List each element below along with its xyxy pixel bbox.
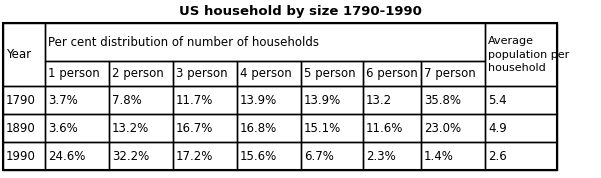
Text: 2 person: 2 person [112,67,163,80]
Bar [45,61,109,86]
Bar [485,86,557,114]
Text: 11.7%: 11.7% [176,93,213,106]
Text: 23.0%: 23.0% [424,122,461,135]
Bar [363,61,421,86]
Text: 2.3%: 2.3% [366,150,395,163]
Text: 3.6%: 3.6% [48,122,78,135]
Bar [301,86,363,114]
Text: US household by size 1790-1990: US household by size 1790-1990 [179,5,422,18]
Text: 1.4%: 1.4% [424,150,454,163]
Bar [3,114,45,142]
Bar [109,86,173,114]
Bar [301,142,363,170]
Bar [3,23,45,86]
Bar [301,61,363,86]
Bar [237,61,301,86]
Bar [301,114,363,142]
Bar [45,142,109,170]
Bar [485,23,557,86]
Text: 3 person: 3 person [176,67,228,80]
Bar [485,142,557,170]
Text: 16.7%: 16.7% [176,122,213,135]
Bar [485,114,557,142]
Bar [237,142,301,170]
Bar [109,114,173,142]
Text: 5 person: 5 person [304,67,356,80]
Text: 4 person: 4 person [240,67,291,80]
Bar [237,86,301,114]
Text: 1890: 1890 [6,122,35,135]
Bar [109,61,173,86]
Text: 3.7%: 3.7% [48,93,78,106]
Bar [3,142,45,170]
Text: Per cent distribution of number of households: Per cent distribution of number of house… [48,35,319,48]
Text: 4.9: 4.9 [488,122,507,135]
Text: 13.2: 13.2 [366,93,392,106]
Bar [173,86,237,114]
Bar [45,114,109,142]
Bar [173,142,237,170]
Bar [173,61,237,86]
Text: 7.8%: 7.8% [112,93,142,106]
Bar [109,142,173,170]
Bar [363,142,421,170]
Bar [173,114,237,142]
Text: 13.2%: 13.2% [112,122,149,135]
Text: Average
population per
household: Average population per household [488,36,569,73]
Text: 35.8%: 35.8% [424,93,461,106]
Text: Year: Year [6,48,31,61]
Bar [363,86,421,114]
Text: 32.2%: 32.2% [112,150,149,163]
Bar [3,23,557,170]
Text: 17.2%: 17.2% [176,150,213,163]
Text: 2.6: 2.6 [488,150,507,163]
Bar [421,142,485,170]
Text: 15.1%: 15.1% [304,122,341,135]
Text: 5.4: 5.4 [488,93,507,106]
Text: 6.7%: 6.7% [304,150,334,163]
Bar [237,114,301,142]
Bar [421,114,485,142]
Bar [45,86,109,114]
Text: 1 person: 1 person [48,67,100,80]
Bar [421,86,485,114]
Text: 1790: 1790 [6,93,36,106]
Text: 16.8%: 16.8% [240,122,277,135]
Text: 11.6%: 11.6% [366,122,403,135]
Text: 6 person: 6 person [366,67,418,80]
Bar [3,86,45,114]
Text: 13.9%: 13.9% [304,93,341,106]
Text: 7 person: 7 person [424,67,476,80]
Bar [421,61,485,86]
Text: 24.6%: 24.6% [48,150,85,163]
Text: 1990: 1990 [6,150,36,163]
Text: 15.6%: 15.6% [240,150,277,163]
Text: 13.9%: 13.9% [240,93,277,106]
Bar [363,114,421,142]
Bar [45,23,485,61]
